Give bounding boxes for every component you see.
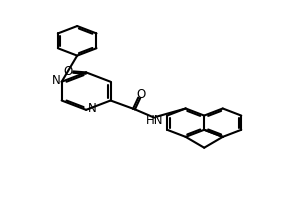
Text: O: O <box>64 65 73 78</box>
Text: N: N <box>88 102 97 115</box>
Text: HN: HN <box>146 114 164 127</box>
Text: N: N <box>52 74 61 87</box>
Text: O: O <box>136 88 146 101</box>
